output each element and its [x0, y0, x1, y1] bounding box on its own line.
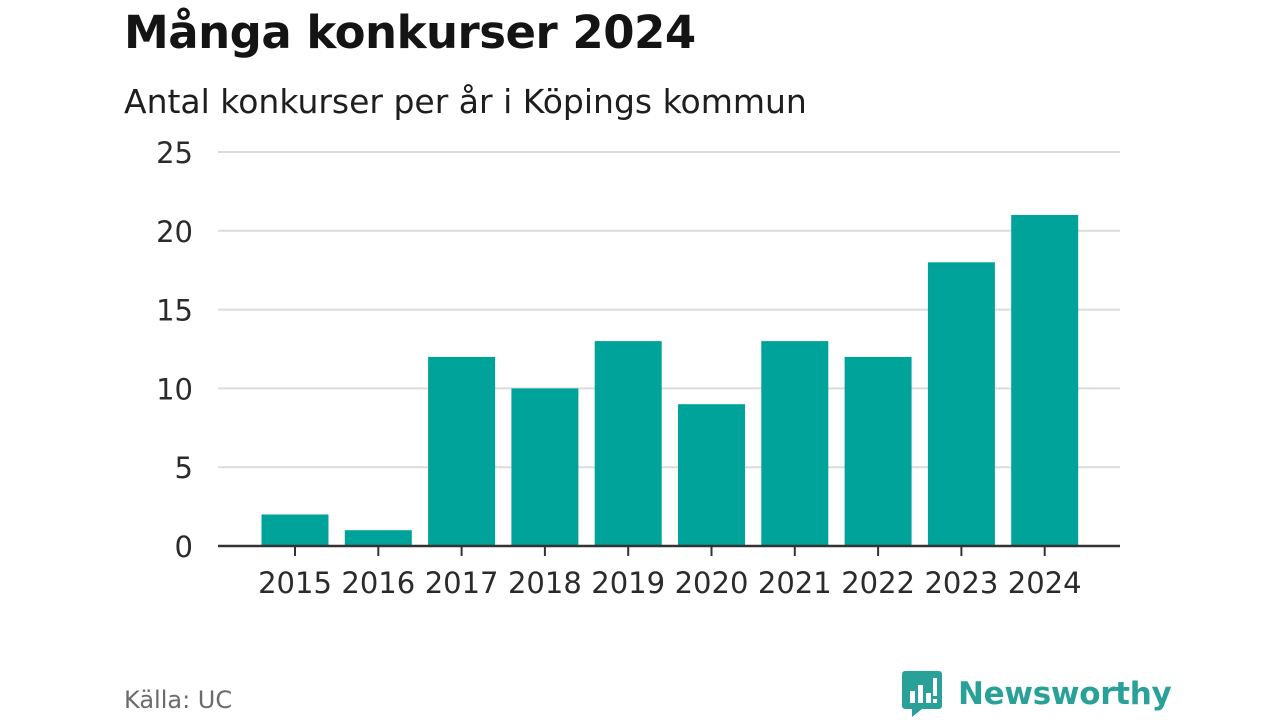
brand-logo: Newsworthy [902, 670, 1172, 718]
newsworthy-logo-icon [902, 671, 942, 717]
x-tick-label: 2020 [675, 566, 749, 600]
bar [428, 356, 496, 546]
bar [594, 341, 662, 546]
source-note: Källa: UC [124, 686, 233, 714]
x-tick-label: 2017 [425, 566, 499, 600]
x-tick-label: 2023 [924, 566, 998, 600]
bar [1011, 215, 1079, 546]
y-tick-label: 25 [156, 136, 193, 170]
y-tick-label: 10 [156, 372, 193, 406]
chart-title: Många konkurser 2024 [124, 6, 696, 59]
y-tick-label: 15 [156, 294, 193, 328]
bar [678, 404, 745, 546]
bar [761, 341, 829, 546]
bar [844, 356, 912, 546]
y-tick-label: 20 [156, 215, 193, 249]
x-tick-label: 2019 [591, 566, 665, 600]
y-tick-label: 5 [175, 451, 193, 485]
bar [261, 514, 329, 546]
brand-name: Newsworthy [958, 676, 1172, 712]
x-tick-label: 2016 [341, 566, 415, 600]
bar [927, 262, 995, 546]
bar [344, 530, 412, 546]
y-tick-label: 0 [175, 530, 193, 564]
bar [511, 388, 579, 546]
x-tick-label: 2015 [258, 566, 332, 600]
x-tick-label: 2022 [841, 566, 915, 600]
x-tick-label: 2021 [758, 566, 832, 600]
x-tick-label: 2018 [508, 566, 582, 600]
chart-subtitle: Antal konkurser per år i Köpings kommun [124, 82, 807, 121]
x-tick-label: 2024 [1008, 566, 1082, 600]
bar-chart: 0 5 10 15 20 25 2015 2016 2017 2018 2019 2020 2021 20… [156, 136, 1120, 600]
